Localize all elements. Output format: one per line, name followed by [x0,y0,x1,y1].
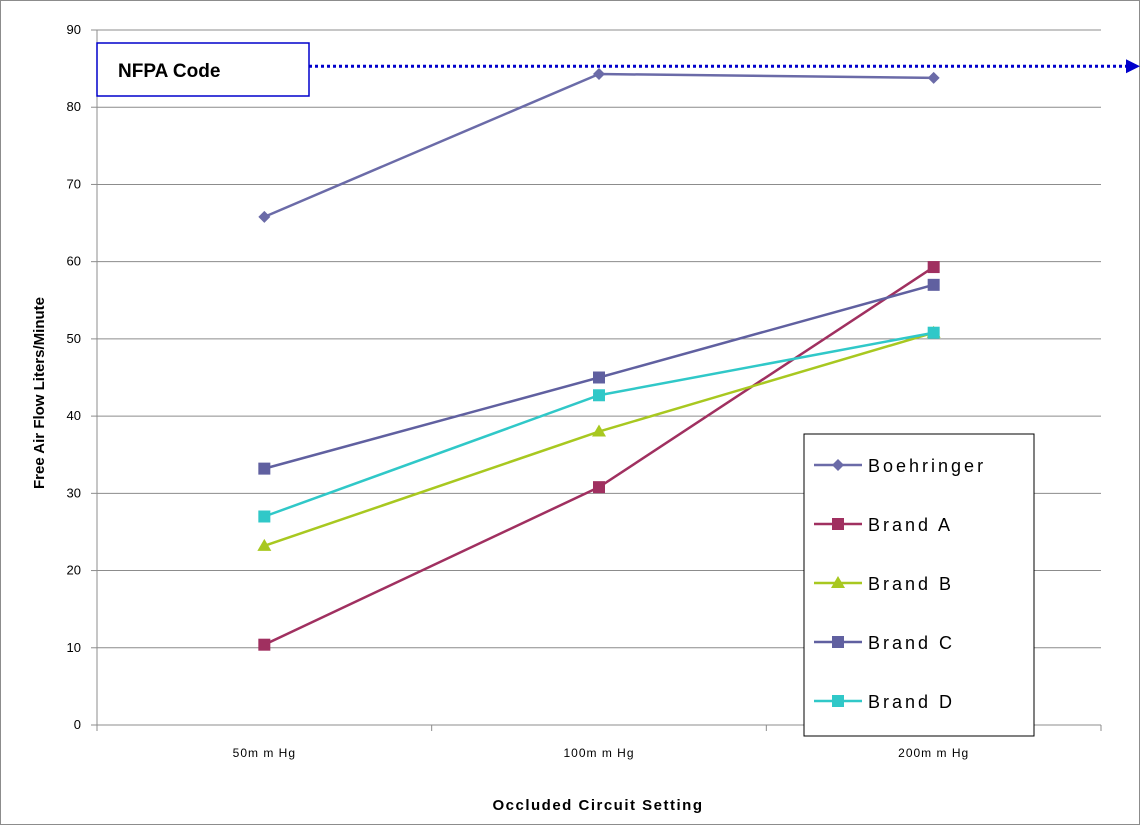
data-point [927,326,940,339]
legend-label: Brand D [868,692,955,712]
series-1 [258,261,940,651]
data-point [258,210,271,223]
legend-marker [832,518,844,530]
data-point [258,462,271,475]
legend-item: Brand B [814,574,954,594]
reference-arrowhead [1126,59,1140,74]
legend-marker [832,695,844,707]
y-tick-label: 20 [67,563,81,578]
data-point [593,389,605,402]
legend-label: Boehringer [868,456,986,476]
series-0 [258,68,940,223]
x-tick-label: 200m m Hg [898,746,969,760]
reference-line-group: NFPA Code [96,42,1140,97]
y-tick-label: 30 [67,485,81,500]
y-axis-title: Free Air Flow Liters/Minute [31,297,48,489]
x-tick-label: 100m m Hg [563,746,634,760]
data-point [927,278,940,291]
y-tick-label: 70 [67,176,81,191]
data-point [927,261,940,274]
y-tick-label: 50 [67,331,81,346]
y-tick-label: 80 [67,99,81,114]
data-point [592,424,606,437]
legend-item: Brand D [814,692,955,712]
y-tick-label: 10 [67,640,81,655]
data-point [593,371,605,384]
reference-label: NFPA Code [118,61,220,82]
data-point [927,71,940,84]
reference-label-box [96,42,310,97]
legend-label: Brand A [868,515,953,535]
data-point [593,68,605,81]
legend-item: Brand C [814,633,955,653]
legend-label: Brand C [868,633,955,653]
x-tick-labels: 50m m Hg 100m m Hg 200m m Hg [233,746,969,760]
y-tick-label: 90 [67,22,81,37]
legend-item: Brand A [814,515,953,535]
legend-label: Brand B [868,574,954,594]
data-point [258,638,271,651]
legend-marker [831,576,845,588]
y-tick-label: 40 [67,408,81,423]
data-point [258,510,271,523]
x-tick-label: 50m m Hg [233,746,296,760]
y-tick-labels: 0 10 20 30 40 50 60 70 80 90 [67,22,81,732]
legend: Boehringer Brand A Brand B Brand C Brand D [803,433,1035,737]
x-axis-title: Occluded Circuit Setting [492,797,703,814]
legend-marker [832,459,844,471]
legend-marker [832,636,844,648]
series-3 [258,278,940,475]
y-tick-label: 0 [74,717,81,732]
data-point [593,481,605,494]
data-point [257,538,272,551]
legend-item: Boehringer [814,456,986,476]
series-4 [258,326,940,523]
y-tick-label: 60 [67,254,81,269]
series-group [257,68,941,651]
